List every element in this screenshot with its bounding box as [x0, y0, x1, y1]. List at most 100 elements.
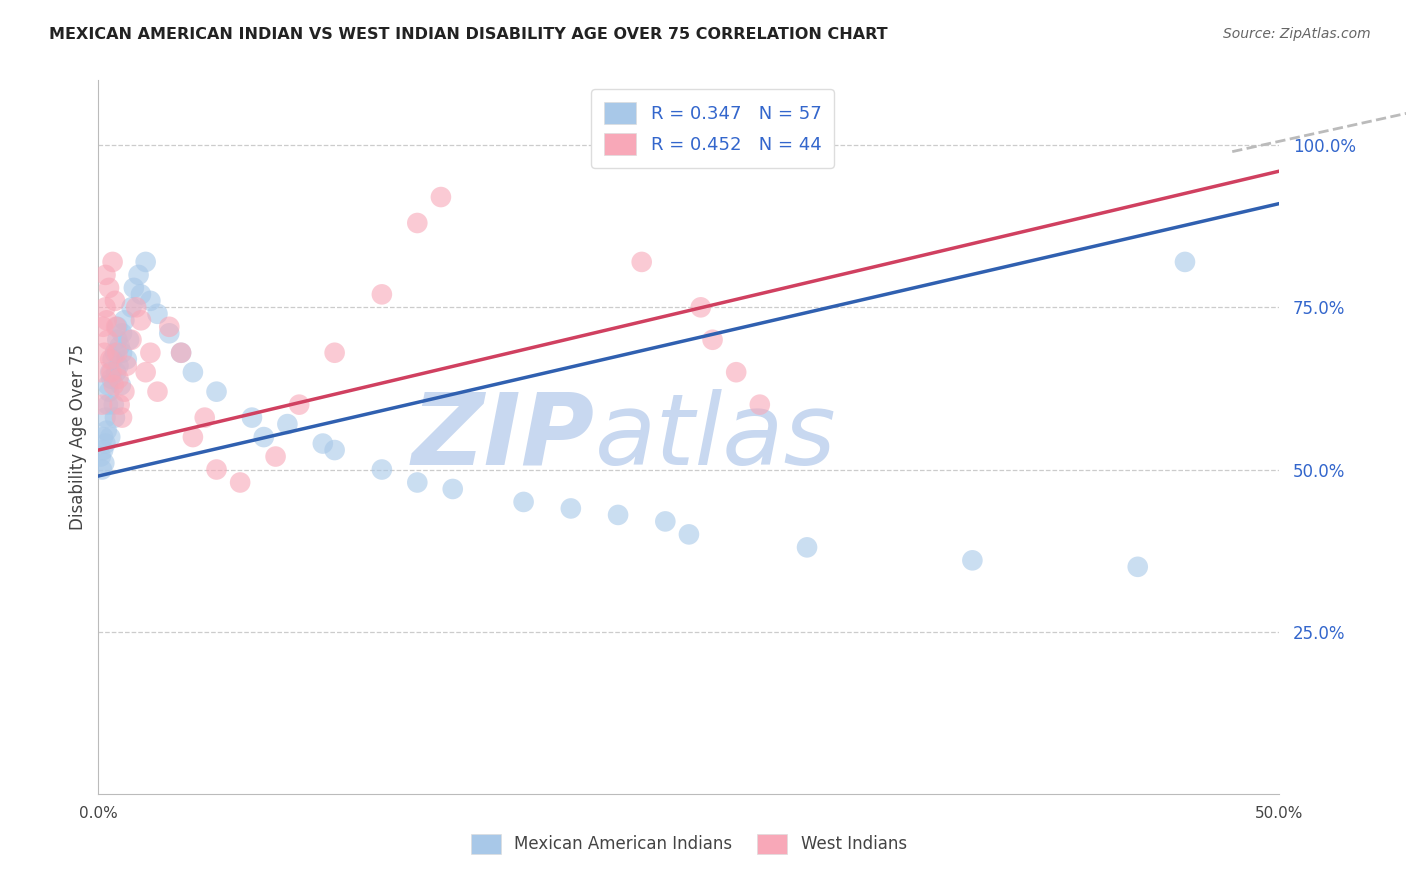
Point [406, 475, 429, 490]
Point [100, 365, 122, 379]
Point [170, 345, 193, 359]
Point [111, 326, 134, 341]
Point [97, 378, 120, 392]
Point [90, 450, 112, 464]
Point [288, 398, 311, 412]
Point [103, 378, 125, 392]
Point [90, 365, 112, 379]
Point [725, 365, 748, 379]
Point [128, 268, 150, 282]
Point [101, 255, 124, 269]
Point [139, 345, 162, 359]
Point [98, 281, 121, 295]
Point [94, 436, 117, 450]
Point [205, 384, 228, 399]
Point [112, 384, 135, 399]
Point [264, 450, 287, 464]
Point [98, 384, 121, 399]
Point [105, 319, 128, 334]
Point [323, 443, 346, 458]
Point [104, 345, 127, 359]
Point [108, 339, 131, 353]
Point [121, 301, 143, 315]
Point [91, 462, 114, 476]
Point [157, 326, 180, 341]
Point [181, 430, 204, 444]
Point [91, 319, 114, 334]
Point [103, 398, 125, 412]
Point [170, 345, 193, 359]
Point [115, 352, 138, 367]
Point [112, 313, 135, 327]
Point [118, 333, 141, 347]
Point [91, 443, 114, 458]
Point [96, 424, 118, 438]
Point [796, 541, 818, 555]
Point [129, 287, 152, 301]
Point [962, 553, 984, 567]
Point [276, 417, 298, 431]
Point [194, 410, 217, 425]
Point [678, 527, 700, 541]
Point [105, 345, 128, 359]
Point [1174, 255, 1197, 269]
Point [111, 345, 134, 359]
Point [125, 301, 148, 315]
Point [98, 430, 121, 444]
Point [702, 333, 724, 347]
Point [107, 359, 129, 373]
Point [630, 255, 652, 269]
Point [512, 495, 534, 509]
Point [98, 352, 121, 367]
Point [312, 436, 335, 450]
Point [748, 398, 770, 412]
Point [1126, 559, 1149, 574]
Point [94, 410, 117, 425]
Text: ZIP: ZIP [412, 389, 595, 485]
Text: Source: ZipAtlas.com: Source: ZipAtlas.com [1223, 27, 1371, 41]
Point [110, 378, 132, 392]
Point [94, 268, 117, 282]
Point [135, 365, 157, 379]
Text: MEXICAN AMERICAN INDIAN VS WEST INDIAN DISABILITY AGE OVER 75 CORRELATION CHART: MEXICAN AMERICAN INDIAN VS WEST INDIAN D… [49, 27, 887, 42]
Point [111, 410, 134, 425]
Point [240, 410, 263, 425]
Point [253, 430, 276, 444]
Point [560, 501, 582, 516]
Point [406, 216, 429, 230]
Point [105, 319, 128, 334]
Point [371, 462, 394, 476]
Point [139, 293, 162, 308]
Point [430, 190, 453, 204]
Point [181, 365, 204, 379]
Point [91, 430, 114, 444]
Point [100, 372, 122, 386]
Point [91, 398, 114, 412]
Point [607, 508, 630, 522]
Point [229, 475, 252, 490]
Point [205, 462, 228, 476]
Point [115, 359, 138, 373]
Point [122, 281, 145, 295]
Point [146, 384, 169, 399]
Point [654, 515, 676, 529]
Point [93, 345, 115, 359]
Point [121, 333, 143, 347]
Point [98, 365, 121, 379]
Point [93, 456, 115, 470]
Point [108, 398, 131, 412]
Point [371, 287, 394, 301]
Point [323, 345, 346, 359]
Point [104, 410, 127, 425]
Point [94, 301, 117, 315]
Point [135, 255, 157, 269]
Legend: Mexican American Indians, West Indians: Mexican American Indians, West Indians [461, 823, 917, 864]
Point [97, 398, 120, 412]
Point [96, 313, 118, 327]
Point [101, 352, 124, 367]
Point [157, 319, 180, 334]
Point [689, 301, 711, 315]
Y-axis label: Disability Age Over 75: Disability Age Over 75 [69, 344, 87, 530]
Point [104, 293, 127, 308]
Point [97, 333, 120, 347]
